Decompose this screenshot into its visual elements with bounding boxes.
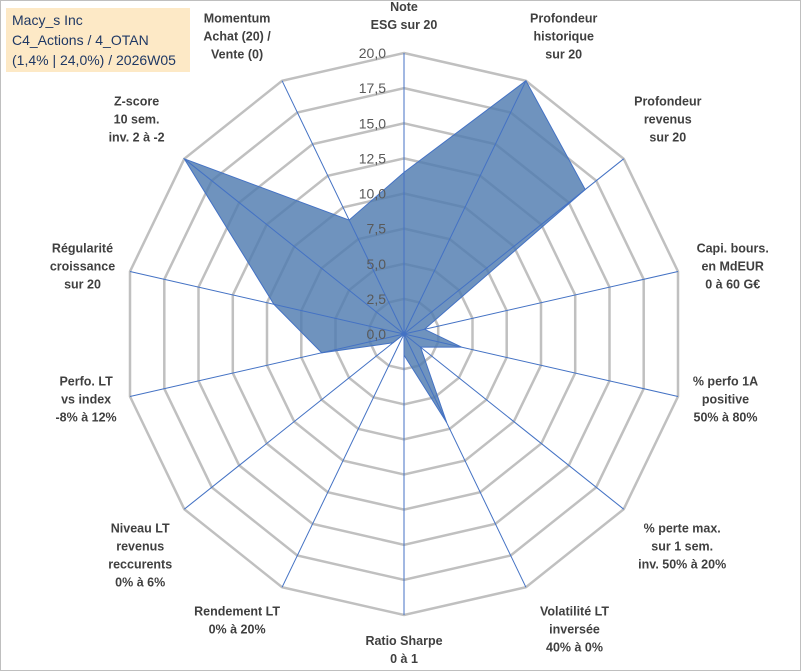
axis-spoke xyxy=(403,333,625,510)
axis-label: Ratio Sharpe xyxy=(365,634,442,648)
axis-label: 0 à 60 G€ xyxy=(705,278,760,292)
axis-label: croissance xyxy=(50,260,115,274)
axis-spoke xyxy=(403,333,527,588)
tick-label: 10,0 xyxy=(359,186,386,202)
axis-label: 0 à 1 xyxy=(390,652,418,666)
axis-label: inv. 2 à -2 xyxy=(109,131,165,145)
axis-spoke xyxy=(281,333,405,588)
axis-label: Volatilité LT xyxy=(540,604,609,618)
axis-spoke xyxy=(403,80,527,335)
axis-label-group: Note ESG sur 20 xyxy=(371,0,438,32)
axis-label-group: Momentum Achat (20) / Vente (0) xyxy=(203,12,271,62)
axis-spoke xyxy=(129,271,405,335)
axis-label: en MdEUR xyxy=(701,260,764,274)
axis-label: Momentum xyxy=(204,12,271,26)
axis-label-group: % perfo 1A positive 50% à 80% xyxy=(693,375,758,425)
axis-label: Rendement LT xyxy=(194,604,280,618)
axis-label: Capi. bours. xyxy=(697,242,769,256)
axis-label: Vente (0) xyxy=(211,48,263,62)
axis-label-group: Niveau LT revenus reccurents 0% à 6% xyxy=(108,521,172,589)
title-period: (1,4% | 24,0%) / 2026W05 xyxy=(12,52,176,68)
axis-spoke xyxy=(403,271,679,335)
axis-label: sur 20 xyxy=(545,48,582,62)
axis-label: 0% à 6% xyxy=(115,575,165,589)
axis-label: 10 sem. xyxy=(114,113,160,127)
axis-spoke xyxy=(403,158,625,335)
tick-label: 15,0 xyxy=(359,115,386,131)
axis-label: revenus xyxy=(644,113,692,127)
tick-label: 5,0 xyxy=(367,256,387,272)
axis-label: Niveau LT xyxy=(111,521,170,535)
axis-label: Perfo. LT xyxy=(59,375,113,389)
axis-label-group: Profondeur historique sur 20 xyxy=(530,12,597,62)
tick-label: 2,5 xyxy=(367,291,387,307)
axis-label: 40% à 0% xyxy=(546,640,603,654)
axis-label-group: Perfo. LT vs index -8% à 12% xyxy=(56,375,117,425)
tick-labels: 0,0 2,5 5,0 7,5 10,0 12,5 15,0 17,5 20,0 xyxy=(359,45,386,342)
axis-spoke xyxy=(129,333,405,397)
axis-label: Achat (20) / xyxy=(203,30,271,44)
axis-label-group: % perte max. sur 1 sem. inv. 50% à 20% xyxy=(638,521,726,571)
axis-label-group: Volatilité LT inversée 40% à 0% xyxy=(540,604,609,654)
axis-label: reccurents xyxy=(108,557,172,571)
title-box: Macy_s Inc C4_Actions / 4_OTAN (1,4% | 2… xyxy=(6,8,190,72)
axis-label: Régularité xyxy=(52,242,113,256)
radar-spokes xyxy=(129,53,679,615)
axis-label: sur 1 sem. xyxy=(651,539,713,553)
axis-label: -8% à 12% xyxy=(56,411,117,425)
data-series-area xyxy=(183,80,586,423)
axis-label: sur 20 xyxy=(64,278,101,292)
axis-label: sur 20 xyxy=(649,131,686,145)
axis-spoke xyxy=(403,333,679,397)
axis-label: ESG sur 20 xyxy=(371,18,438,32)
tick-label: 12,5 xyxy=(359,150,386,166)
axis-label-group: Capi. bours. en MdEUR 0 à 60 G€ xyxy=(697,242,769,292)
title-category: C4_Actions / 4_OTAN xyxy=(12,32,149,48)
axis-label: positive xyxy=(702,393,749,407)
axis-label-group: Profondeur revenus sur 20 xyxy=(634,95,701,145)
axis-label: Profondeur xyxy=(530,12,597,26)
axis-label: Z-score xyxy=(114,95,159,109)
tick-label: 17,5 xyxy=(359,80,386,96)
axis-label: historique xyxy=(533,30,593,44)
axis-label: % perfo 1A xyxy=(693,375,758,389)
axis-label: % perte max. xyxy=(644,521,721,535)
axis-spoke xyxy=(281,80,405,335)
title-company: Macy_s Inc xyxy=(12,12,83,28)
tick-label: 7,5 xyxy=(367,221,387,237)
axis-label-group: Rendement LT 0% à 20% xyxy=(194,604,280,636)
axis-label: inversée xyxy=(549,622,600,636)
tick-label: 0,0 xyxy=(367,326,387,342)
axis-labels: Note ESG sur 20 Profondeur historique sur 20… xyxy=(50,0,769,666)
axis-label: 0% à 20% xyxy=(209,622,266,636)
axis-spoke xyxy=(183,158,405,335)
axis-label: 50% à 80% xyxy=(694,411,758,425)
axis-label: Profondeur xyxy=(634,95,701,109)
axis-label: vs index xyxy=(61,393,111,407)
axis-label: inv. 50% à 20% xyxy=(638,557,726,571)
axis-label-group: Ratio Sharpe 0 à 1 xyxy=(365,634,442,666)
axis-label-group: Z-score 10 sem. inv. 2 à -2 xyxy=(109,95,165,145)
axis-label-group: Régularité croissance sur 20 xyxy=(50,242,115,292)
axis-label: Note xyxy=(390,0,418,14)
axis-label: revenus xyxy=(116,539,164,553)
axis-spoke xyxy=(183,333,405,510)
tick-label: 20,0 xyxy=(359,45,386,61)
